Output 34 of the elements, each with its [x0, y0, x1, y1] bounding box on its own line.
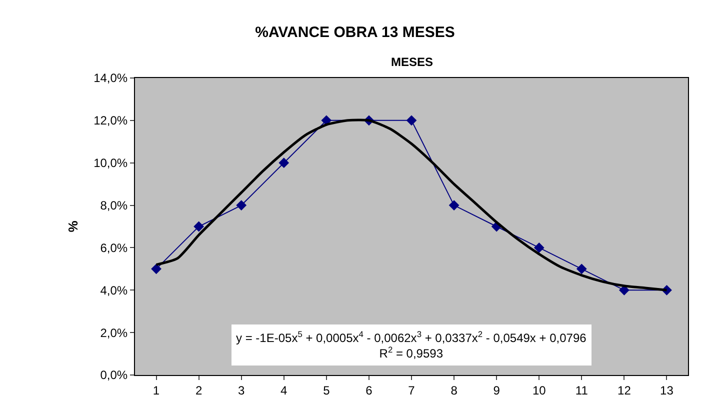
y-tick-label: 0,0% — [100, 368, 128, 382]
x-tick-label: 9 — [493, 383, 500, 398]
point — [448, 200, 460, 210]
y-tick-label: 4,0% — [100, 283, 128, 298]
point — [534, 242, 544, 253]
x-tick-label: 4 — [280, 383, 288, 398]
x-tick-label: 13 — [660, 383, 674, 398]
x-tick-label: 8 — [450, 383, 458, 398]
x-tick-label: 3 — [238, 383, 246, 398]
x-tick-label: 5 — [323, 383, 330, 398]
text: y = -1E-05x$^{5}$ + 0,0005x$^{4}$ - 0,0062x$^{3}$ + 0,0337x$^{2}$ - 0,0549x + 0,0796 — [236, 329, 586, 346]
x-tick-label: 12 — [618, 383, 632, 398]
annotation: R$^{2}$ = 0,9593 — [379, 344, 444, 361]
point — [236, 200, 247, 210]
point — [406, 115, 417, 126]
chart-subtitle: MESES — [391, 55, 434, 69]
chart-title: %AVANCE OBRA 13 MESES — [255, 24, 455, 41]
y-tick-label: 2,0% — [100, 326, 128, 340]
y-tick-label: 12,0% — [94, 114, 128, 128]
x-tick-label: 6 — [366, 383, 373, 398]
point — [278, 158, 290, 168]
y-tick-label: 14,0% — [94, 71, 128, 86]
x-tick-label: 1 — [152, 383, 160, 398]
x-tick-label: 2 — [195, 383, 202, 398]
point — [576, 264, 587, 274]
y-tick-label: 8,0% — [100, 198, 128, 212]
point — [151, 264, 162, 274]
x-tick-label: 10 — [532, 383, 546, 398]
point — [194, 221, 204, 232]
y-tick-label: 10,0% — [94, 156, 128, 170]
y-axis-title: % — [66, 220, 81, 232]
y-tick-label: 6,0% — [100, 240, 128, 255]
x-tick-label: 11 — [575, 383, 588, 398]
x-tick-label: 7 — [408, 383, 416, 398]
